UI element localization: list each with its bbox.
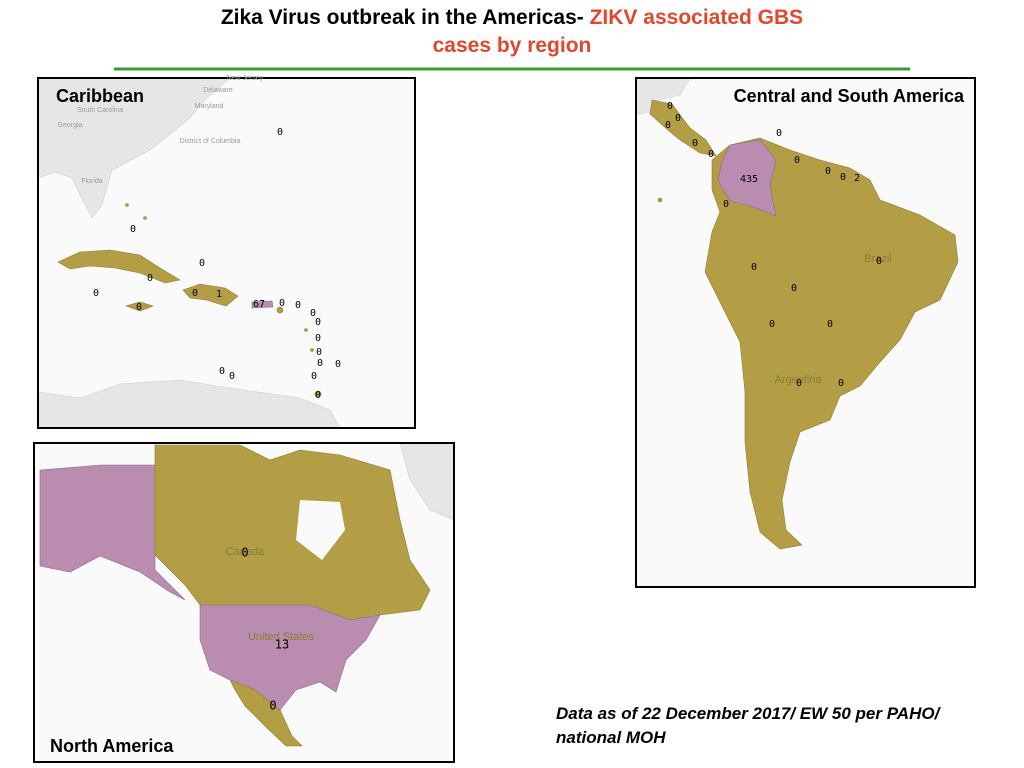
- caribbean-map: [38, 78, 415, 428]
- case-count: 1: [216, 289, 222, 300]
- map-label: Georgia: [58, 122, 83, 129]
- case-count: 0: [825, 166, 831, 177]
- footnote-cont: national MOH: [556, 728, 666, 747]
- case-count: 0: [708, 149, 714, 160]
- map-label: Argentina: [774, 374, 822, 386]
- case-count: 67: [253, 299, 265, 310]
- case-count: 0: [192, 288, 198, 299]
- case-count: 0: [827, 319, 833, 330]
- case-count: 0: [279, 298, 285, 309]
- panel-title: North America: [50, 736, 174, 756]
- case-count: 0: [219, 366, 225, 377]
- case-count: 0: [776, 128, 782, 139]
- case-count: 0: [136, 302, 142, 313]
- case-count: 13: [275, 638, 289, 652]
- case-count: 0: [315, 390, 321, 401]
- case-count: 0: [311, 371, 317, 382]
- case-count: 0: [840, 172, 846, 183]
- panel-title: Caribbean: [56, 86, 144, 106]
- panel-frame: [635, 77, 976, 588]
- map-label: Brazil: [864, 253, 892, 265]
- case-count: 0: [241, 546, 248, 560]
- case-count: 0: [315, 317, 321, 328]
- case-count: 0: [93, 288, 99, 299]
- case-count: 0: [310, 308, 316, 319]
- case-count: 0: [199, 258, 205, 269]
- case-count: 0: [315, 333, 321, 344]
- case-count: 0: [317, 358, 323, 369]
- map-label: South Carolina: [77, 107, 123, 114]
- case-count: 0: [130, 224, 136, 235]
- title-red-line2: cases by region: [433, 34, 592, 57]
- case-count: 0: [665, 120, 671, 131]
- map-label: Maryland: [195, 103, 224, 110]
- case-count: 435: [740, 174, 758, 185]
- map-label: New Jersey: [227, 75, 264, 82]
- panel-title: Central and South America: [734, 86, 965, 106]
- footnote: Data as of 22 December 2017/ EW 50 per P…: [556, 704, 942, 723]
- title-black: Zika Virus outbreak in the Americas-: [221, 6, 590, 29]
- map-label: United States: [248, 631, 315, 643]
- case-count: 0: [335, 359, 341, 370]
- north-america-map: [34, 443, 454, 762]
- case-count: 0: [277, 127, 283, 138]
- case-count: 0: [667, 101, 673, 112]
- footnote-line1: Data as of 22 December 2017/ EW 50 per P…: [556, 704, 942, 747]
- case-count: 0: [791, 283, 797, 294]
- panel-frame: [33, 442, 455, 763]
- case-count: 0: [316, 347, 322, 358]
- map-label: Delaware: [203, 87, 233, 94]
- panel-frame: [37, 77, 416, 429]
- case-count: 0: [675, 113, 681, 124]
- case-count: 0: [769, 319, 775, 330]
- case-count: 2: [854, 173, 860, 184]
- case-count: 0: [838, 378, 844, 389]
- south-america-map: [636, 78, 975, 587]
- case-count: 0: [295, 300, 301, 311]
- map-label: Canada: [226, 546, 265, 558]
- map-label: District of Columbia: [180, 138, 241, 145]
- case-count: 0: [796, 378, 802, 389]
- case-count: 0: [794, 155, 800, 166]
- map-label: Florida: [81, 178, 103, 185]
- case-count: 0: [269, 699, 276, 713]
- case-count: 0: [723, 199, 729, 210]
- case-count: 0: [229, 371, 235, 382]
- case-count: 0: [876, 256, 882, 267]
- case-count: 0: [147, 273, 153, 284]
- case-count: 0: [751, 262, 757, 273]
- case-count: 0: [692, 138, 698, 149]
- slide-title: Zika Virus outbreak in the Americas- ZIK…: [221, 6, 803, 29]
- title-red: ZIKV associated GBS: [590, 6, 804, 29]
